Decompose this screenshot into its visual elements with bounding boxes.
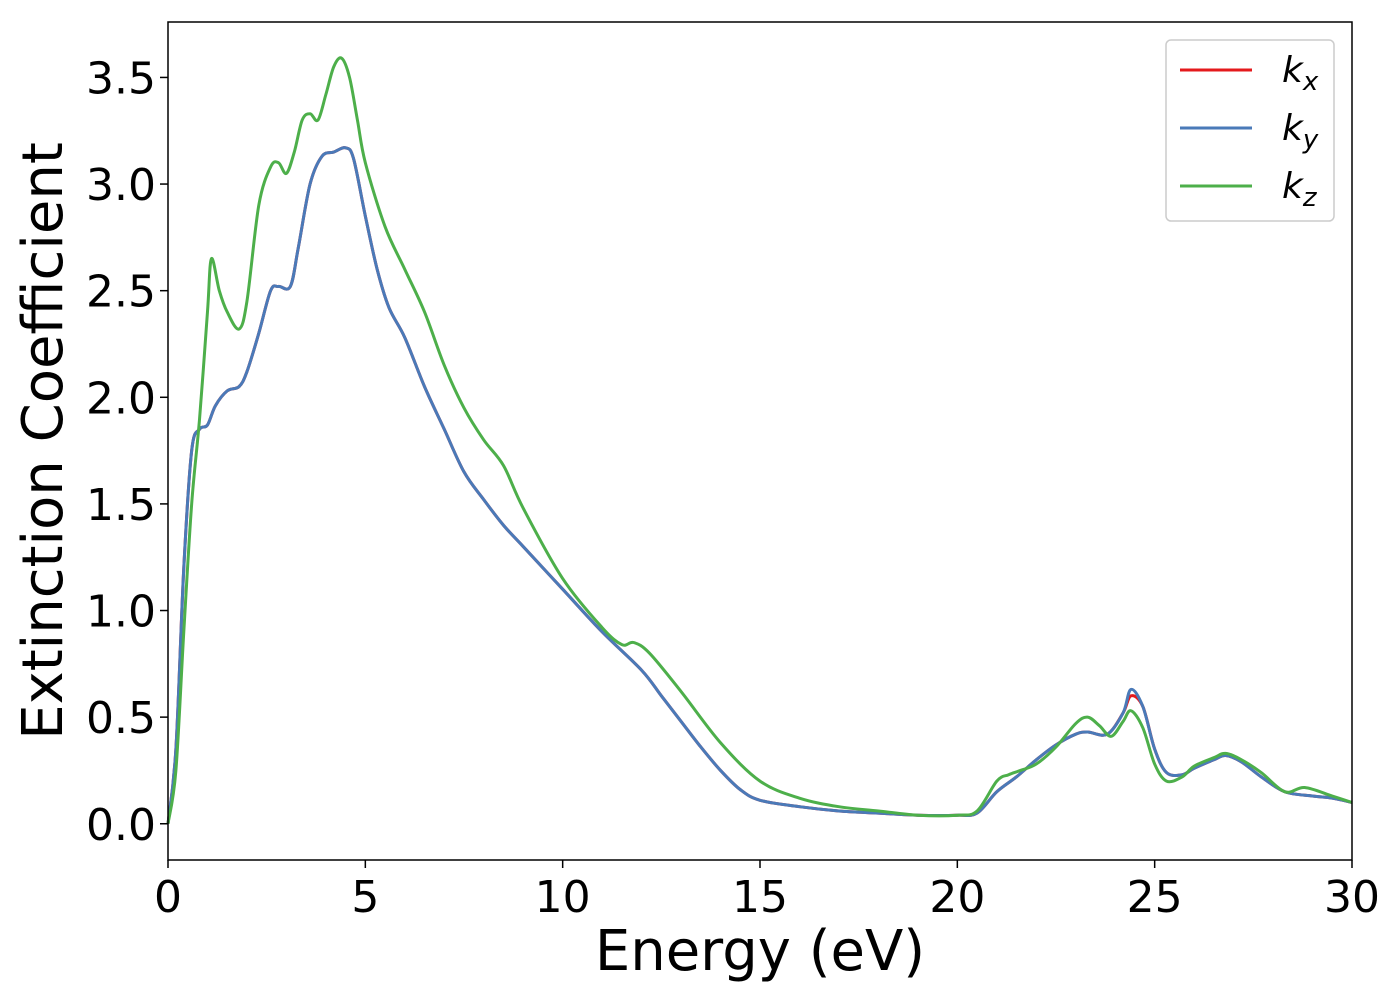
y-axis-ticks: 0.0 0.5 1.0 1.5 2.0 2.5 3.0 3.5: [86, 53, 168, 851]
y-tick-label: 3.5: [86, 53, 156, 104]
legend-box: [1165, 39, 1335, 222]
y-axis-title: Extinction Coefficient: [11, 142, 76, 740]
y-tick-label: 1.5: [86, 480, 156, 531]
legend-label-x: kx: [1282, 50, 1319, 97]
y-tick-label: 0.5: [86, 693, 156, 744]
x-tick-label: 5: [351, 872, 379, 923]
legend-label-y: ky: [1282, 108, 1319, 155]
series-line-y: [166, 146, 1353, 824]
x-tick-label: 20: [929, 872, 985, 923]
x-axis-ticks: 0 5 10 15 20 25 30: [154, 860, 1380, 923]
x-tick-label: 10: [535, 872, 591, 923]
y-tick-label: 2.0: [86, 373, 156, 424]
y-tick-label: 3.0: [86, 160, 156, 211]
legend-items: kx ky kz: [1180, 50, 1319, 213]
series-layer: [166, 56, 1353, 824]
x-tick-label: 15: [732, 872, 788, 923]
y-tick-label: 1.0: [86, 587, 156, 638]
y-tick-label: 0.0: [86, 800, 156, 851]
x-tick-label: 30: [1324, 872, 1380, 923]
y-tick-label: 2.5: [86, 267, 156, 318]
legend: kx ky kz: [1165, 39, 1335, 222]
series-line-z: [166, 56, 1353, 824]
x-tick-label: 25: [1127, 872, 1183, 923]
series-line-x: [166, 146, 1353, 824]
legend-label-z: kz: [1282, 166, 1318, 213]
x-tick-label: 0: [154, 872, 182, 923]
x-axis-title: Energy (eV): [595, 919, 925, 984]
